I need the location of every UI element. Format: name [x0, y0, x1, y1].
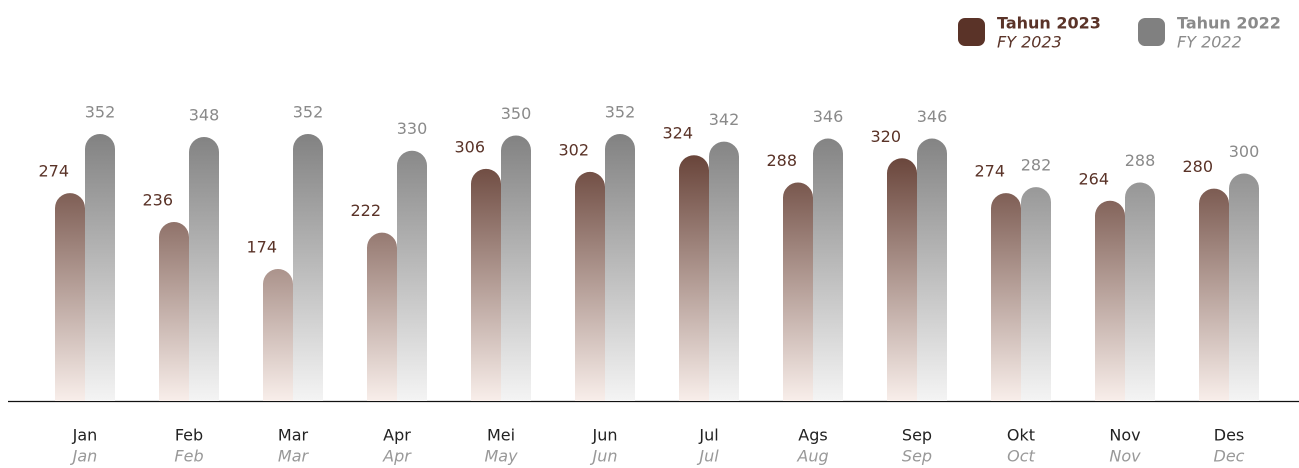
- bar: [679, 155, 709, 401]
- x-tick-label-en: Dec: [1214, 447, 1245, 466]
- x-tick-label-en: Feb: [174, 447, 203, 466]
- value-label: 302: [558, 140, 589, 159]
- value-label: 280: [1182, 157, 1213, 176]
- value-label: 352: [293, 103, 324, 122]
- value-label: 288: [766, 151, 797, 170]
- value-label: 352: [605, 103, 636, 122]
- bar: [471, 168, 501, 401]
- value-label: 174: [246, 238, 277, 257]
- bar: [159, 221, 189, 401]
- legend-label-en: FY 2022: [1177, 33, 1242, 52]
- bar: [709, 141, 739, 401]
- value-label: 264: [1078, 169, 1109, 188]
- x-tick-label: Apr: [383, 426, 411, 445]
- bar: [1021, 187, 1051, 401]
- x-tick-label-en: Nov: [1109, 447, 1141, 466]
- value-label: 274: [38, 162, 69, 181]
- bar: [991, 193, 1022, 401]
- value-label: 346: [917, 107, 948, 126]
- value-label: 282: [1021, 156, 1052, 175]
- bar: [263, 269, 293, 401]
- bar: [605, 134, 635, 401]
- x-tick-label-en: Jul: [696, 447, 719, 466]
- bar: [813, 138, 843, 401]
- bar: [189, 137, 219, 401]
- value-label: 324: [662, 124, 693, 143]
- bar: [1229, 173, 1259, 401]
- bar: [917, 138, 947, 401]
- value-label: 342: [709, 110, 740, 129]
- bar: [887, 158, 917, 401]
- x-tick-label-en: Jan: [70, 447, 98, 466]
- x-tick-label-en: Jun: [590, 447, 618, 466]
- legend-swatch: [1138, 18, 1165, 46]
- value-label: 274: [974, 162, 1005, 181]
- value-label: 300: [1229, 142, 1260, 161]
- bar: [85, 134, 115, 401]
- value-label: 350: [501, 104, 532, 123]
- x-tick-label-en: May: [484, 447, 518, 466]
- value-label: 330: [397, 119, 428, 138]
- x-tick-label-en: Apr: [382, 447, 412, 466]
- x-tick-label: Des: [1214, 426, 1245, 445]
- bar: [55, 193, 86, 401]
- x-tick-label: Mei: [487, 426, 515, 445]
- legend-label: Tahun 2022: [1177, 14, 1281, 33]
- x-tick-label-en: Mar: [278, 447, 310, 466]
- value-label: 236: [142, 190, 173, 209]
- x-tick-label-en: Oct: [1007, 447, 1035, 466]
- bar: [1125, 182, 1155, 401]
- bar: [397, 150, 427, 401]
- value-label: 320: [870, 127, 901, 146]
- x-tick-label: Jun: [592, 426, 618, 445]
- bar: [293, 134, 323, 401]
- x-tick-label: Nov: [1109, 426, 1140, 445]
- x-tick-label: Jul: [698, 426, 718, 445]
- x-tick-label-en: Sep: [902, 447, 932, 466]
- legend-swatch: [958, 18, 985, 46]
- value-label: 352: [85, 103, 116, 122]
- x-tick-label-en: Aug: [796, 447, 828, 466]
- value-label: 222: [350, 201, 381, 220]
- bar: [1199, 188, 1229, 401]
- x-tick-label: Sep: [902, 426, 932, 445]
- value-label: 348: [189, 106, 220, 125]
- legend-label: Tahun 2023: [997, 14, 1101, 33]
- bar: [783, 182, 813, 401]
- value-label: 346: [813, 107, 844, 126]
- value-label: 288: [1125, 151, 1156, 170]
- bar: [501, 135, 531, 401]
- x-tick-label: Jan: [72, 426, 98, 445]
- x-tick-label: Feb: [175, 426, 203, 445]
- x-tick-label: Mar: [278, 426, 309, 445]
- x-tick-label: Ags: [798, 426, 827, 445]
- legend-label-en: FY 2023: [997, 33, 1062, 52]
- bar: [1095, 200, 1125, 401]
- bar: [367, 232, 397, 401]
- x-tick-label: Okt: [1007, 426, 1035, 445]
- value-label: 306: [454, 137, 485, 156]
- bar: [575, 171, 605, 401]
